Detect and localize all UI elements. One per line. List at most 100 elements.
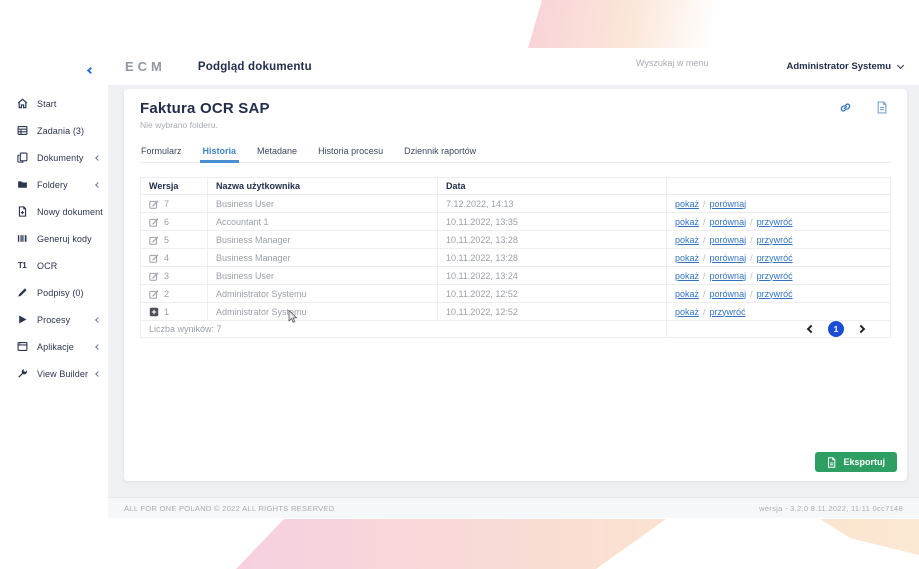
export-file-icon <box>827 457 836 468</box>
action-separator: / <box>750 289 753 299</box>
tab-dziennik-raportow[interactable]: Dziennik raportów <box>403 142 477 162</box>
version-number: 3 <box>164 271 169 281</box>
action-porownaj[interactable]: porównaj <box>710 289 747 299</box>
sidebar-item-label: Generuj kody <box>37 234 92 244</box>
action-pokaz[interactable]: pokaż <box>675 217 699 227</box>
documents-icon <box>16 152 28 163</box>
table-row: 6 Accountant 1 10.11.2022, 13:35 pokaż/p… <box>141 213 891 231</box>
action-separator: / <box>703 271 706 281</box>
action-porownaj[interactable]: porównaj <box>710 253 747 263</box>
sidebar-item-label: Nowy dokument <box>37 207 103 217</box>
action-separator: / <box>703 235 706 245</box>
version-number: 7 <box>164 199 169 209</box>
user-cell: Business User <box>208 195 438 213</box>
action-separator: / <box>703 217 706 227</box>
sidebar-item-ocr[interactable]: T1 OCR <box>0 252 108 279</box>
sidebar-item-podpisy[interactable]: Podpisy (0) <box>0 279 108 306</box>
version-number: 1 <box>164 307 169 317</box>
sidebar-item-dokumenty[interactable]: Dokumenty <box>0 144 108 171</box>
date-cell: 10.11.2022, 13:28 <box>438 231 667 249</box>
pagination-prev-icon[interactable] <box>807 325 815 333</box>
action-pokaz[interactable]: pokaż <box>675 199 699 209</box>
action-porownaj[interactable]: porównaj <box>710 199 747 209</box>
user-cell: Accountant 1 <box>208 213 438 231</box>
action-porownaj[interactable]: porównaj <box>710 217 747 227</box>
sidebar-item-procesy[interactable]: Procesy <box>0 306 108 333</box>
action-porownaj[interactable]: porównaj <box>710 271 747 281</box>
edit-icon <box>149 217 159 227</box>
action-pokaz[interactable]: pokaż <box>675 253 699 263</box>
sidebar-collapse-button[interactable] <box>88 60 102 74</box>
action-pokaz[interactable]: pokaż <box>675 289 699 299</box>
version-number: 2 <box>164 289 169 299</box>
table-row: 4 Business Manager 10.11.2022, 13:28 pok… <box>141 249 891 267</box>
sidebar-item-nowy-dokument[interactable]: Nowy dokument <box>0 198 108 225</box>
action-separator: / <box>703 199 706 209</box>
action-separator: / <box>750 271 753 281</box>
user-cell: Administrator Systemu <box>208 285 438 303</box>
sidebar-item-start[interactable]: Start <box>0 90 108 117</box>
column-header-data: Data <box>438 178 667 195</box>
sidebar-item-foldery[interactable]: Foldery <box>0 171 108 198</box>
action-pokaz[interactable]: pokaż <box>675 271 699 281</box>
pagination-page-1[interactable]: 1 <box>828 321 844 337</box>
pen-icon <box>16 287 28 298</box>
document-actions <box>839 101 889 114</box>
action-pokaz[interactable]: pokaż <box>675 307 699 317</box>
folder-icon <box>16 179 28 190</box>
menu-search-input[interactable] <box>636 58 806 68</box>
home-icon <box>16 98 28 109</box>
version-number: 6 <box>164 217 169 227</box>
tab-historia[interactable]: Historia <box>202 142 238 162</box>
sidebar-item-zadania[interactable]: Zadania (3) <box>0 117 108 144</box>
decor-triangle-top <box>528 0 713 48</box>
action-przywroc[interactable]: przywróć <box>757 253 793 263</box>
tab-formularz[interactable]: Formularz <box>140 142 183 162</box>
sidebar-item-label: Podpisy (0) <box>37 288 84 298</box>
results-count: Liczba wyników: 7 <box>141 321 667 338</box>
ecm-logo[interactable]: ECM <box>125 59 166 74</box>
tab-historia-procesu[interactable]: Historia procesu <box>317 142 384 162</box>
action-porownaj[interactable]: porównaj <box>710 235 747 245</box>
sidebar-item-aplikacje[interactable]: Aplikacje <box>0 333 108 360</box>
action-przywroc[interactable]: przywróć <box>757 217 793 227</box>
action-przywroc[interactable]: przywróć <box>710 307 746 317</box>
action-przywroc[interactable]: przywróć <box>757 235 793 245</box>
history-table: Wersja Nazwa użytkownika Data 7 Business… <box>140 177 891 338</box>
action-pokaz[interactable]: pokaż <box>675 235 699 245</box>
column-header-wersja: Wersja <box>141 178 208 195</box>
pagination-next-icon[interactable] <box>857 325 865 333</box>
table-row: 2 Administrator Systemu 10.11.2022, 12:5… <box>141 285 891 303</box>
new-document-icon <box>16 206 28 217</box>
action-przywroc[interactable]: przywróć <box>757 289 793 299</box>
action-separator: / <box>750 253 753 263</box>
sidebar-nav: Start Zadania (3) Dokumenty Foldery <box>0 90 108 387</box>
page-title: Podgląd dokumentu <box>198 61 312 73</box>
link-icon[interactable] <box>839 101 852 114</box>
date-cell: 10.11.2022, 12:52 <box>438 303 667 321</box>
table-row: 3 Business User 10.11.2022, 13:24 pokaż/… <box>141 267 891 285</box>
export-button[interactable]: Eksportuj <box>815 452 897 472</box>
edit-icon <box>149 271 159 281</box>
table-header-row: Wersja Nazwa użytkownika Data <box>141 178 891 195</box>
chevron-down-icon <box>897 61 904 68</box>
user-menu[interactable]: Administrator Systemu <box>786 48 903 85</box>
user-cell: Business Manager <box>208 249 438 267</box>
date-cell: 7.12.2022, 14:13 <box>438 195 667 213</box>
user-cell: Business User <box>208 267 438 285</box>
document-card: Faktura OCR SAP Nie wybrano folderu. For… <box>124 89 907 481</box>
app-window: Start Zadania (3) Dokumenty Foldery <box>0 0 919 569</box>
table-row: 1 Administrator Systemu 10.11.2022, 12:5… <box>141 303 891 321</box>
column-header-actions <box>667 178 891 195</box>
sidebar-item-generuj-kody[interactable]: Generuj kody <box>0 225 108 252</box>
wrench-icon <box>16 368 28 379</box>
sidebar-item-label: Zadania (3) <box>37 126 84 136</box>
action-separator: / <box>703 289 706 299</box>
action-przywroc[interactable]: przywróć <box>757 271 793 281</box>
table-footer-row: Liczba wyników: 7 1 <box>141 321 891 338</box>
chevron-left-icon <box>95 182 101 188</box>
sidebar-item-label: Procesy <box>37 315 70 325</box>
tab-metadane[interactable]: Metadane <box>256 142 298 162</box>
sidebar-item-view-builder[interactable]: View Builder <box>0 360 108 387</box>
document-file-icon[interactable] <box>876 101 889 114</box>
